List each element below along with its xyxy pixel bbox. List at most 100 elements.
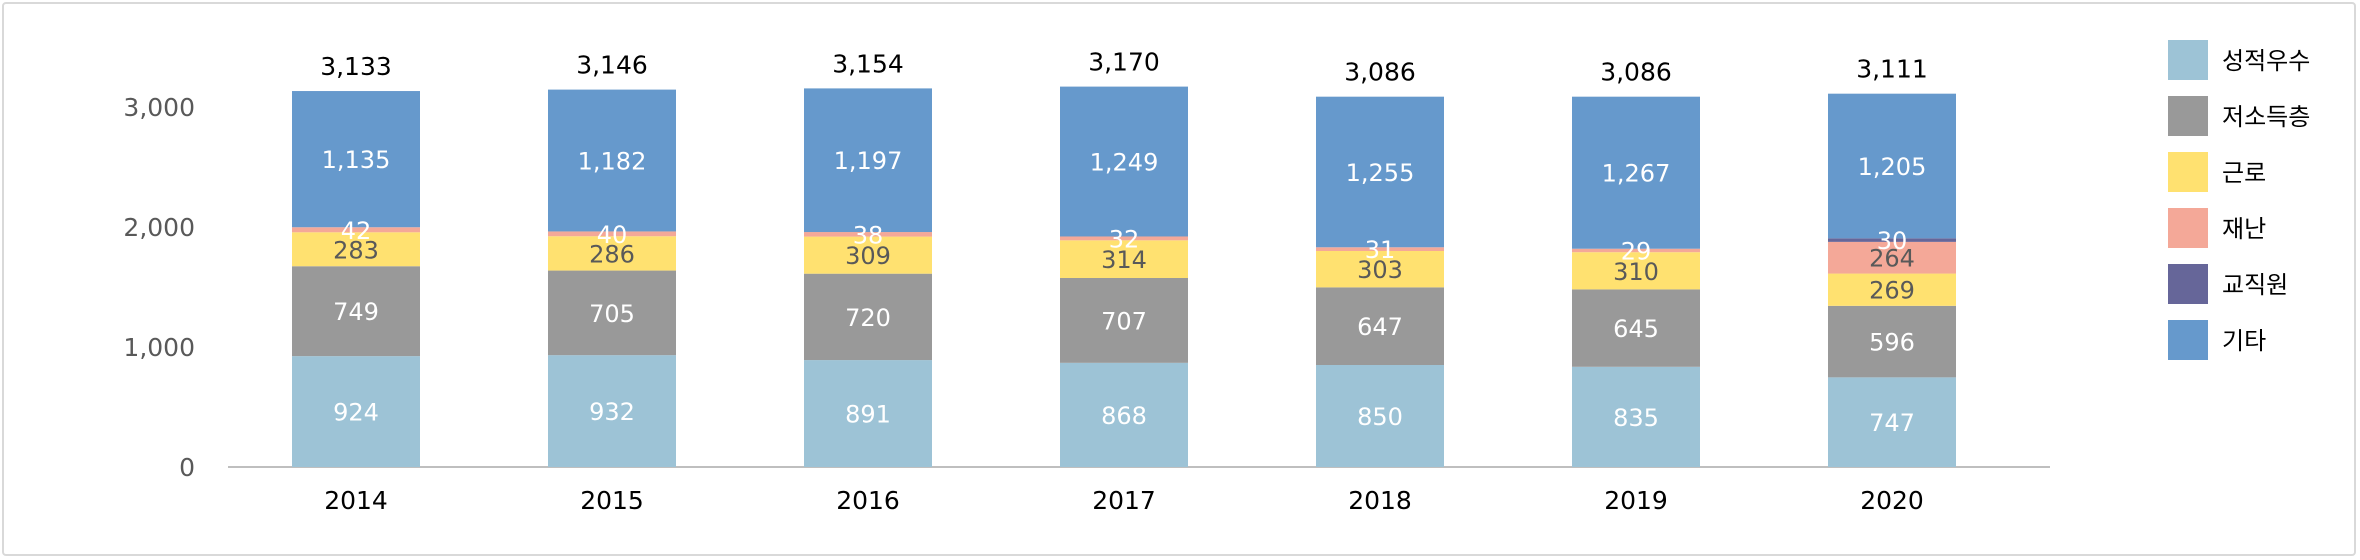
bar-segment: [1060, 86, 1188, 237]
bar-segment: [1828, 273, 1956, 306]
bar-segment: [292, 227, 420, 233]
data-label: 264: [1869, 245, 1915, 273]
data-label: 310: [1613, 258, 1659, 286]
bars-layer: [292, 86, 1956, 467]
data-label: 1,135: [322, 146, 391, 174]
bar-segment: [1060, 236, 1188, 241]
data-label: 868: [1101, 402, 1147, 430]
bar-segment: [1572, 252, 1700, 290]
bar-segment: [292, 356, 420, 467]
legend-swatch: [2168, 152, 2208, 192]
data-label: 1,249: [1090, 149, 1159, 177]
data-label: 314: [1101, 246, 1147, 274]
legend-swatch: [2168, 208, 2208, 248]
bar-segment: [1316, 96, 1444, 248]
data-label: 38: [853, 221, 884, 249]
bar-segment: [1828, 241, 1956, 274]
bar-segment: [1316, 287, 1444, 365]
bar-segment: [548, 236, 676, 271]
legend-label: 성적우수: [2222, 47, 2310, 75]
bar-segment: [1060, 240, 1188, 278]
bar-segment: [1060, 362, 1188, 467]
total-label: 3,146: [576, 51, 648, 80]
y-tick-label: 0: [179, 453, 195, 482]
bar-segment: [548, 89, 676, 232]
data-label: 1,255: [1346, 159, 1415, 187]
bar-segment: [292, 266, 420, 357]
data-label: 269: [1869, 277, 1915, 305]
bar-segment: [1316, 247, 1444, 251]
bar-segment: [804, 273, 932, 361]
bar-segment: [1828, 377, 1956, 467]
data-label: 1,182: [578, 148, 647, 176]
data-label: 891: [845, 401, 891, 429]
data-label: 1,205: [1858, 153, 1927, 181]
total-label: 3,111: [1856, 55, 1928, 84]
total-label: 3,170: [1088, 48, 1160, 77]
data-label: 924: [333, 399, 379, 427]
bar-segment: [292, 91, 420, 228]
data-label: 707: [1101, 307, 1147, 335]
bar-segment: [1316, 251, 1444, 288]
data-label: 850: [1357, 403, 1403, 431]
data-label: 1,267: [1602, 160, 1671, 188]
data-label: 932: [589, 398, 635, 426]
bar-segment: [1828, 93, 1956, 239]
y-tick-label: 3,000: [123, 93, 195, 122]
bar-segment: [292, 232, 420, 267]
data-label: 30: [1877, 227, 1908, 255]
legend-label: 근로: [2222, 159, 2266, 187]
data-label: 747: [1869, 409, 1915, 437]
bar-segment: [804, 236, 932, 274]
legend-label: 교직원: [2222, 271, 2288, 299]
bar-segment: [548, 355, 676, 467]
bar-segment: [804, 88, 932, 233]
x-tick-label: 2016: [836, 486, 900, 515]
data-label: 42: [341, 217, 372, 245]
bar-segment: [1060, 278, 1188, 363]
data-label: 40: [597, 221, 628, 249]
bar-segment: [804, 232, 932, 237]
data-label: 31: [1365, 236, 1396, 264]
bar-segment: [1316, 365, 1444, 467]
data-label: 647: [1357, 313, 1403, 341]
y-tick-label: 2,000: [123, 213, 195, 242]
legend-label: 저소득층: [2222, 103, 2310, 131]
bar-segment: [1572, 96, 1700, 249]
legend-label: 재난: [2222, 215, 2266, 243]
total-label: 3,133: [320, 52, 392, 81]
total-label: 3,086: [1344, 58, 1416, 87]
data-label: 303: [1357, 256, 1403, 284]
bar-segment: [1828, 238, 1956, 242]
legend-swatch: [2168, 40, 2208, 80]
bar-segment: [1572, 366, 1700, 467]
bar-segment: [548, 231, 676, 237]
legend-swatch: [2168, 264, 2208, 304]
x-tick-label: 2014: [324, 486, 388, 515]
legend-swatch: [2168, 320, 2208, 360]
bar-segment: [1572, 289, 1700, 367]
bar-segment: [548, 270, 676, 356]
data-label: 720: [845, 304, 891, 332]
x-tick-label: 2015: [580, 486, 644, 515]
legend-swatch: [2168, 96, 2208, 136]
y-tick-label: 1,000: [123, 333, 195, 362]
data-label: 32: [1109, 225, 1140, 253]
bar-segment: [1572, 248, 1700, 253]
data-label: 596: [1869, 329, 1915, 357]
x-tick-label: 2020: [1860, 486, 1924, 515]
bar-segment: [1828, 305, 1956, 378]
data-label: 1,197: [834, 147, 903, 175]
data-label: 309: [845, 242, 891, 270]
data-label: 286: [589, 240, 635, 268]
legend-label: 기타: [2222, 327, 2266, 355]
data-label: 749: [333, 298, 379, 326]
x-tick-label: 2017: [1092, 486, 1156, 515]
x-tick-label: 2019: [1604, 486, 1668, 515]
x-tick-label: 2018: [1348, 486, 1412, 515]
data-label: 645: [1613, 315, 1659, 343]
bar-segment: [804, 360, 932, 467]
